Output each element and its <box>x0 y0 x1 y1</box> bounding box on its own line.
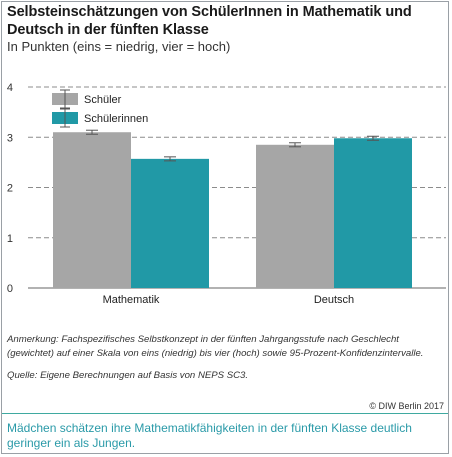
y-tick-label: 4 <box>7 82 13 94</box>
x-tick-label: Mathematik <box>103 294 160 306</box>
y-tick-label: 1 <box>7 233 13 245</box>
legend-label: Schülerinnen <box>84 113 148 125</box>
caption-divider <box>2 413 448 414</box>
bar <box>256 144 334 288</box>
chart-title: Selbsteinschätzungen von SchülerInnen in… <box>7 4 412 38</box>
bar <box>53 132 131 288</box>
y-tick-label: 2 <box>7 183 13 195</box>
y-tick-label: 0 <box>7 283 13 295</box>
x-tick-label: Deutsch <box>314 294 354 306</box>
chart-note: Anmerkung: Fachspezifisches Selbstkonzep… <box>7 334 424 359</box>
legend-label: Schüler <box>84 94 122 106</box>
chart-source: Quelle: Eigene Berechnungen auf Basis vo… <box>7 370 249 381</box>
bar <box>131 158 209 288</box>
chart-caption: Mädchen schätzen ihre Mathematikfähigkei… <box>7 421 412 450</box>
bar-chart: 0 1 2 3 4 Mathematik Deutsch Schüler Schülerinne… <box>7 82 446 306</box>
bar <box>334 138 412 288</box>
chart-subtitle: In Punkten (eins = niedrig, vier = hoch) <box>7 39 231 54</box>
copyright-notice: © DIW Berlin 2017 <box>369 401 444 411</box>
y-tick-label: 3 <box>7 132 13 144</box>
